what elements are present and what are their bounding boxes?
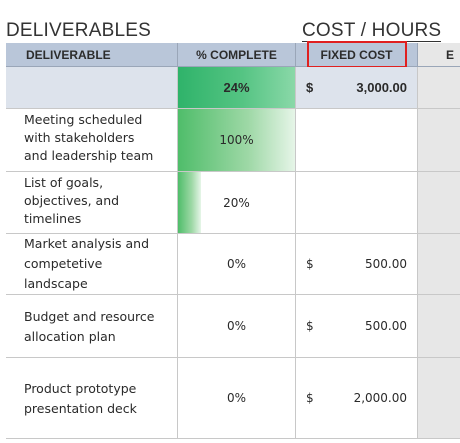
row-4-fixed-cost-value: 500.00 [365,319,407,333]
row-4-percent-cell[interactable]: 0% [178,295,296,358]
summary-currency-symbol: $ [306,80,314,95]
row-5-percent-value: 0% [226,391,247,405]
row-5-fixed-cost-value: 2,000.00 [353,391,407,405]
row-2-percent-value: 20% [223,195,250,210]
cost-hours-section-title: COST / HOURS [302,20,442,42]
row-3-percent-value: 0% [226,257,247,271]
summary-fixed-cost-value: 3,000.00 [356,80,407,95]
row-2-progress-bar [178,172,202,233]
row-5-desc-line-2: presentation deck [24,401,137,416]
row-4-deliverable-cell[interactable]: Budget and resource allocation plan [6,295,178,358]
summary-fixed-cost-cell[interactable]: $ 3,000.00 [296,67,418,109]
header-percent-complete[interactable]: % COMPLETE [178,43,296,67]
row-2-desc-line-3: timelines [24,211,82,226]
row-5-deliverable-cell[interactable]: Product prototype presentation deck [6,358,178,439]
row-3-deliverable-cell[interactable]: Market analysis and competetive landscap… [6,234,178,295]
row-4-currency-symbol: $ [306,319,314,333]
row-3-percent-cell[interactable]: 0% [178,234,296,295]
summary-percent-value: 24% [223,80,250,95]
row-2-percent-cell[interactable]: 20% [178,172,296,234]
summary-deliverable-cell[interactable] [6,67,178,109]
summary-percent-cell[interactable]: 24% [178,67,296,109]
row-1-fixed-cost-cell[interactable] [296,109,418,172]
summary-next-cell[interactable] [418,67,460,109]
row-3-currency-symbol: $ [306,257,314,271]
header-fixed-cost[interactable]: FIXED COST [296,43,418,67]
row-1-progress-bar [178,109,295,171]
row-4-desc-line-1: Budget and resource [24,309,155,324]
row-1-deliverable-cell[interactable]: Meeting scheduled with stakeholders and … [6,109,178,172]
row-3-desc-line-3: landscape [24,276,88,291]
row-4-desc-line-2: allocation plan [24,329,116,344]
header-next-column[interactable]: E [418,43,460,67]
row-5-next-cell[interactable] [418,358,460,439]
row-1-percent-cell[interactable]: 100% [178,109,296,172]
deliverables-section-title: DELIVERABLES [6,20,151,41]
row-4-next-cell[interactable] [418,295,460,358]
row-2-fixed-cost-cell[interactable] [296,172,418,234]
row-3-desc-line-2: competetive [24,256,103,271]
row-5-desc-line-1: Product prototype [24,381,137,396]
row-2-next-cell[interactable] [418,172,460,234]
row-1-next-cell[interactable] [418,109,460,172]
row-5-currency-symbol: $ [306,391,314,405]
row-2-desc-line-1: List of goals, [24,175,104,190]
row-2-desc-line-2: objectives, and [24,193,120,208]
row-5-percent-cell[interactable]: 0% [178,358,296,439]
row-1-desc-line-1: Meeting scheduled [24,112,143,127]
cost-hours-title-text: COST / HOURS [302,20,442,42]
row-3-next-cell[interactable] [418,234,460,295]
header-deliverable[interactable]: DELIVERABLE [6,43,178,67]
row-1-percent-value: 100% [219,133,254,147]
row-3-desc-line-1: Market analysis and [24,236,150,251]
row-4-fixed-cost-cell[interactable]: $ 500.00 [296,295,418,358]
row-4-percent-value: 0% [226,319,247,333]
row-2-deliverable-cell[interactable]: List of goals, objectives, and timelines [6,172,178,234]
row-5-fixed-cost-cell[interactable]: $ 2,000.00 [296,358,418,439]
row-3-fixed-cost-value: 500.00 [365,257,407,271]
row-1-desc-line-2: with stakeholders [24,130,135,145]
row-1-desc-line-3: and leadership team [24,148,154,163]
row-3-fixed-cost-cell[interactable]: $ 500.00 [296,234,418,295]
